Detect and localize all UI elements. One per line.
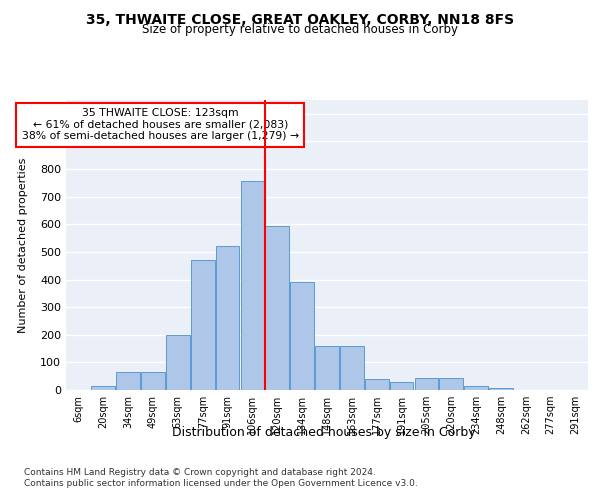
Bar [191, 260, 215, 390]
Text: 35, THWAITE CLOSE, GREAT OAKLEY, CORBY, NN18 8FS: 35, THWAITE CLOSE, GREAT OAKLEY, CORBY, … [86, 12, 514, 26]
Bar [464, 386, 488, 390]
Bar [315, 346, 339, 390]
Text: Size of property relative to detached houses in Corby: Size of property relative to detached ho… [142, 22, 458, 36]
Bar [390, 382, 413, 390]
Text: Contains HM Land Registry data © Crown copyright and database right 2024.
Contai: Contains HM Land Registry data © Crown c… [24, 468, 418, 487]
Bar [340, 346, 364, 390]
Bar [489, 388, 513, 390]
Bar [241, 182, 264, 390]
Bar [290, 282, 314, 390]
Y-axis label: Number of detached properties: Number of detached properties [17, 158, 28, 332]
Bar [216, 246, 239, 390]
Bar [265, 226, 289, 390]
Bar [365, 379, 389, 390]
Bar [415, 378, 438, 390]
Bar [141, 372, 165, 390]
Text: 35 THWAITE CLOSE: 123sqm
← 61% of detached houses are smaller (2,083)
38% of sem: 35 THWAITE CLOSE: 123sqm ← 61% of detach… [22, 108, 299, 142]
Text: Distribution of detached houses by size in Corby: Distribution of detached houses by size … [172, 426, 476, 439]
Bar [166, 335, 190, 390]
Bar [116, 372, 140, 390]
Bar [439, 378, 463, 390]
Bar [91, 386, 115, 390]
